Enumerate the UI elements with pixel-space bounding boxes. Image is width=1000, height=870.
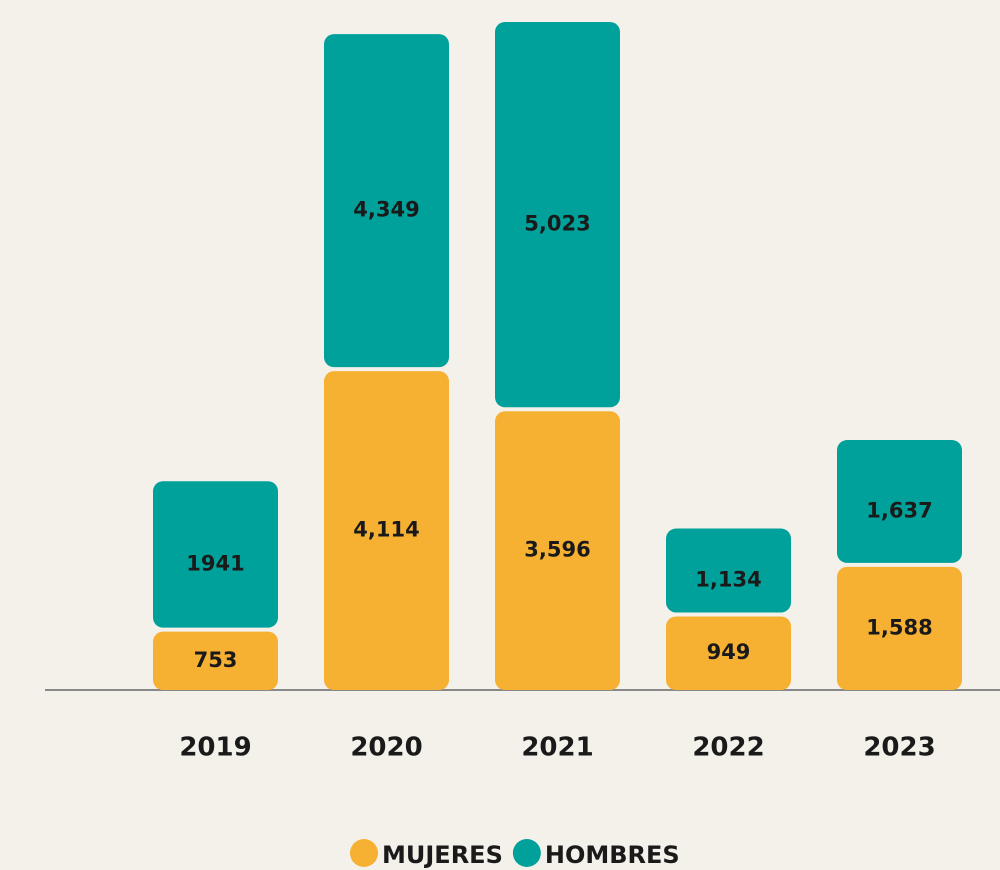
value-label: 5,023 xyxy=(524,212,590,236)
legend-label: HOMBRES xyxy=(545,841,680,869)
x-tick-label: 2019 xyxy=(179,733,251,763)
value-label: 1941 xyxy=(186,551,244,575)
value-label: 1,637 xyxy=(866,498,932,522)
legend-swatch xyxy=(350,839,378,867)
bar-segment xyxy=(837,440,962,563)
value-label: 3,596 xyxy=(524,538,590,562)
x-tick-label: 2021 xyxy=(521,733,593,763)
value-label: 4,349 xyxy=(353,198,419,222)
bar-segment xyxy=(153,481,278,628)
x-tick-label: 2022 xyxy=(692,733,764,763)
value-label: 4,114 xyxy=(353,518,419,542)
bar-segment xyxy=(324,34,449,368)
legend-swatch xyxy=(512,839,541,867)
value-label: 949 xyxy=(707,640,751,664)
value-label: 1,134 xyxy=(695,568,761,592)
bar-segment xyxy=(324,371,449,690)
bar-segment xyxy=(153,631,278,690)
bar-segment xyxy=(495,411,620,690)
bar-segment xyxy=(666,528,791,613)
bar-segment xyxy=(495,22,620,408)
bar-segment xyxy=(666,616,791,690)
bar-segment xyxy=(837,566,962,690)
x-tick-label: 2020 xyxy=(350,733,422,763)
x-tick-label: 2023 xyxy=(863,733,935,763)
value-label: 753 xyxy=(194,648,238,672)
value-label: 1,588 xyxy=(866,615,932,639)
legend-label: MUJERES xyxy=(382,841,503,869)
